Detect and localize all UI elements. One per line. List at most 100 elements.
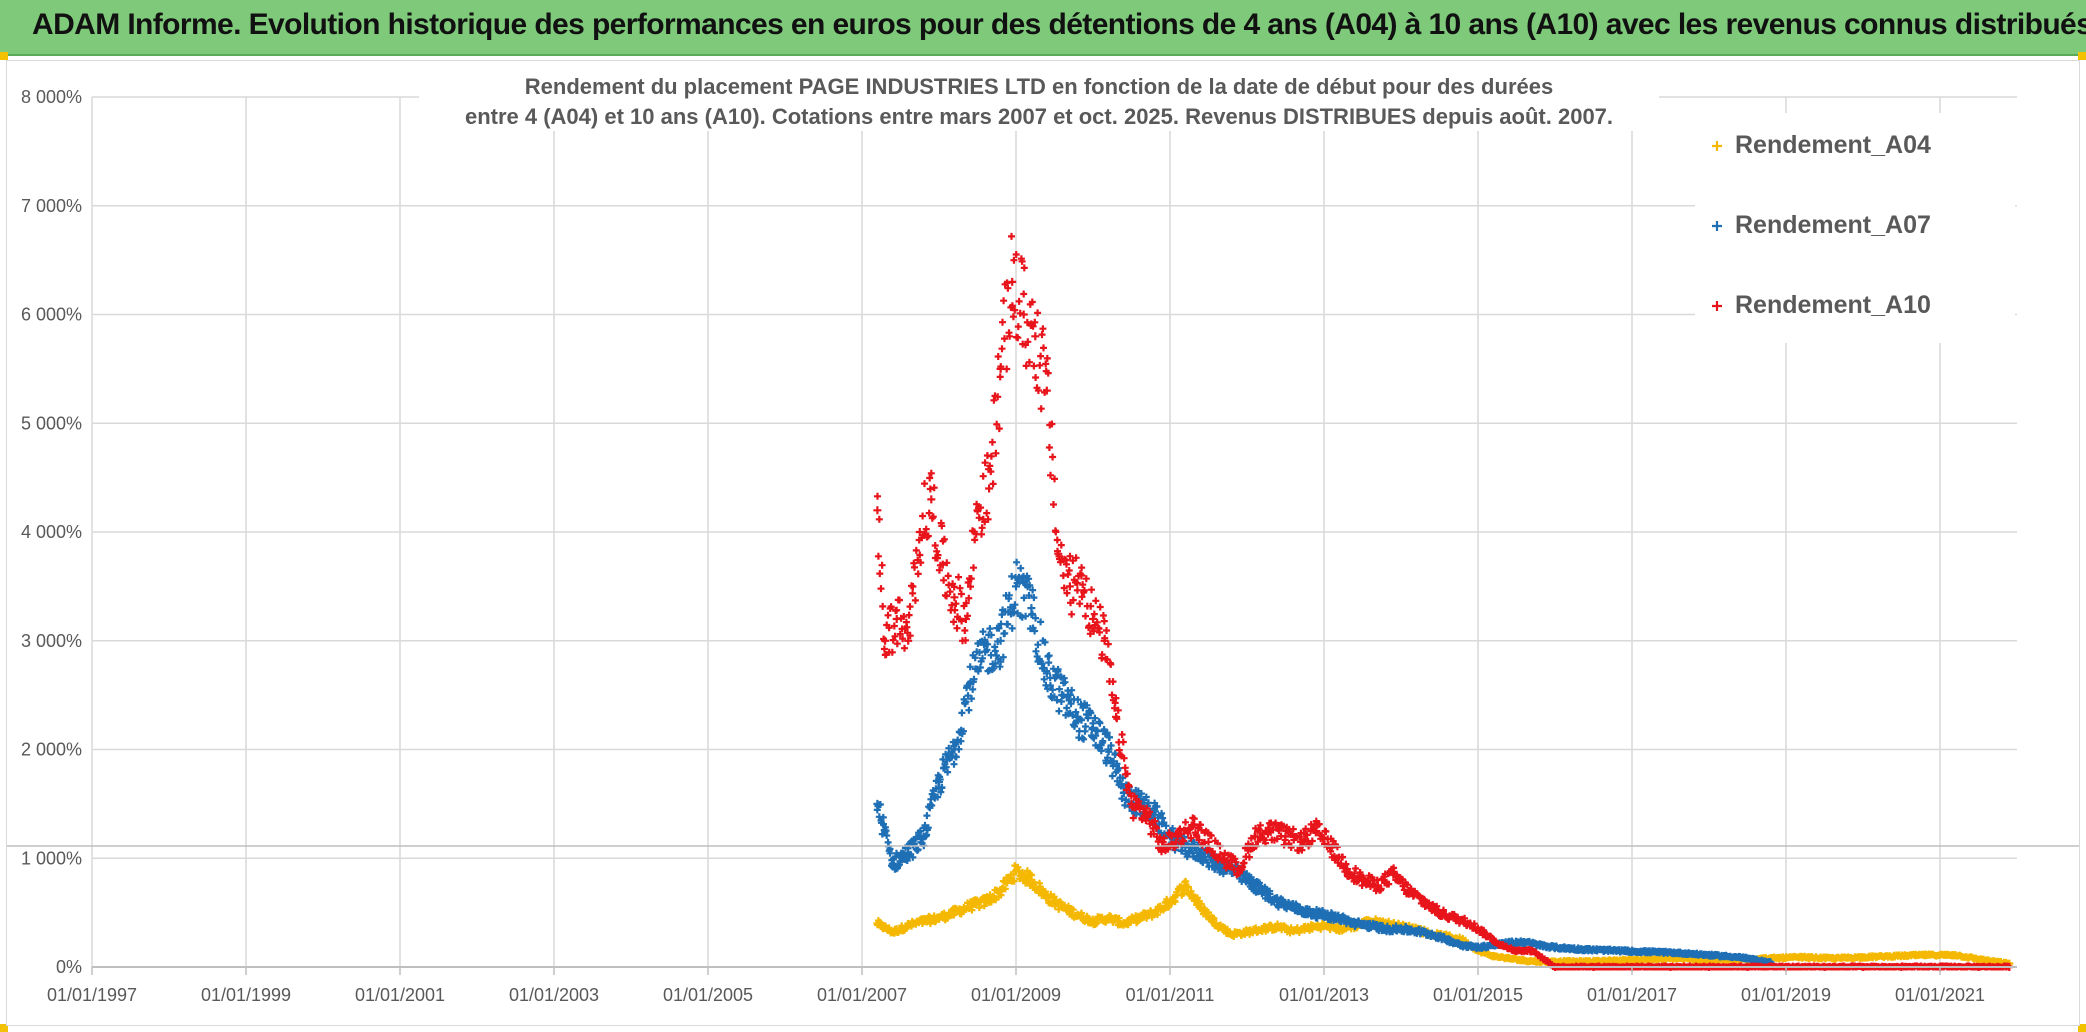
scatter-marker [1005, 591, 1013, 599]
scatter-marker [938, 784, 946, 791]
scatter-marker [924, 532, 932, 540]
scatter-marker [1315, 820, 1323, 828]
x-tick-label: 01/01/2003 [509, 985, 599, 1005]
corner-marker [0, 52, 8, 60]
scatter-marker [1022, 612, 1030, 620]
scatter-marker [906, 632, 914, 640]
x-tick-label: 01/01/2011 [1126, 985, 1215, 1005]
scatter-marker [1083, 701, 1091, 709]
scatter-marker [1028, 871, 1036, 879]
scatter-marker [1266, 890, 1274, 898]
scatter-marker [962, 599, 970, 607]
scatter-marker [923, 812, 931, 820]
scatter-marker [1273, 835, 1281, 843]
scatter-marker [1049, 453, 1057, 461]
scatter-marker [1029, 322, 1037, 330]
data-point [904, 636, 913, 645]
legend-label: Rendement_A04 [1735, 131, 1931, 159]
scatter-marker [934, 551, 942, 559]
scatter-marker [957, 737, 965, 745]
y-tick-label: 0% [56, 957, 82, 977]
scatter-marker [876, 801, 884, 808]
scatter-marker [1079, 581, 1087, 589]
scatter-marker [1064, 571, 1072, 578]
scatter-marker [995, 425, 1003, 433]
scatter-marker [950, 760, 958, 768]
scatter-marker [1082, 575, 1090, 583]
chart-title-line1: Rendement du placement PAGE INDUSTRIES L… [525, 74, 1553, 99]
scatter-marker [1115, 764, 1123, 772]
scatter-marker [975, 904, 983, 912]
scatter-marker [886, 849, 894, 857]
scatter-marker [965, 706, 973, 714]
scatter-marker [1029, 586, 1037, 594]
scatter-marker [957, 590, 965, 598]
scatter-marker [896, 630, 904, 638]
scatter-marker [1180, 837, 1188, 845]
scatter-marker [1050, 501, 1057, 508]
scatter-marker [1255, 825, 1263, 833]
scatter-marker [1037, 618, 1045, 626]
scatter-marker [1160, 834, 1168, 842]
data-point [873, 506, 882, 515]
scatter-marker [877, 585, 885, 593]
scatter-marker [911, 596, 919, 604]
scatter-marker [981, 459, 989, 467]
scatter-marker [1039, 325, 1047, 333]
x-tick-label: 01/01/2005 [663, 985, 753, 1005]
scatter-marker [1015, 867, 1023, 875]
scatter-marker [1080, 735, 1088, 743]
scatter-marker [1103, 656, 1111, 663]
scatter-marker [951, 606, 959, 614]
scatter-marker [936, 776, 944, 783]
scatter-marker [1034, 309, 1042, 317]
scatter-marker [1176, 825, 1184, 833]
scatter-marker [1063, 589, 1071, 597]
scatter-marker [900, 613, 908, 620]
scatter-marker [1145, 799, 1152, 807]
scatter-marker [944, 572, 952, 580]
scatter-marker [1078, 716, 1085, 724]
scatter-marker [944, 768, 952, 776]
scatter-marker [1043, 354, 1051, 362]
scatter-marker [967, 575, 975, 583]
scatter-marker [1299, 841, 1307, 848]
x-tick-label: 01/01/2019 [1741, 985, 1831, 1005]
corner-marker [2078, 52, 2086, 60]
scatter-marker [1009, 313, 1017, 321]
legend-label: Rendement_A10 [1735, 291, 1931, 319]
scatter-marker [1177, 830, 1185, 838]
scatter-marker [1106, 733, 1113, 741]
scatter-marker [1130, 792, 1138, 800]
scatter-marker [1000, 297, 1008, 305]
scatter-marker [893, 606, 901, 614]
scatter-marker [879, 602, 887, 610]
scatter-marker [1073, 586, 1081, 594]
scatter-marker [1107, 742, 1115, 749]
scatter-marker [1230, 866, 1238, 873]
scatter-marker [1153, 803, 1161, 811]
scatter-marker [1205, 909, 1212, 916]
chart-svg: 0% 1 000% 2 000% 3 000% 4 000% 5 000% 6 000% 7 … [7, 65, 2079, 1005]
scatter-marker [1050, 893, 1058, 901]
scatter-marker [883, 832, 891, 839]
scatter-marker [1063, 560, 1070, 568]
scatter-marker [1103, 729, 1111, 737]
scatter-marker [984, 640, 992, 648]
scatter-marker [1010, 256, 1018, 264]
scatter-marker [1102, 759, 1110, 767]
scatter-marker [1289, 825, 1297, 833]
scatter-marker [946, 588, 954, 596]
scatter-marker [1135, 798, 1143, 805]
scatter-marker [1044, 369, 1052, 377]
x-tick-label: 01/01/2013 [1279, 985, 1369, 1005]
scatter-marker [1014, 334, 1022, 342]
scatter-marker [950, 911, 958, 919]
scatter-marker [926, 474, 934, 482]
scatter-marker [1054, 547, 1061, 555]
scatter-marker [1016, 309, 1024, 317]
scatter-marker [964, 579, 972, 586]
scatter-marker [1024, 338, 1032, 346]
scatter-marker [878, 561, 886, 569]
scatter-marker [984, 515, 992, 523]
